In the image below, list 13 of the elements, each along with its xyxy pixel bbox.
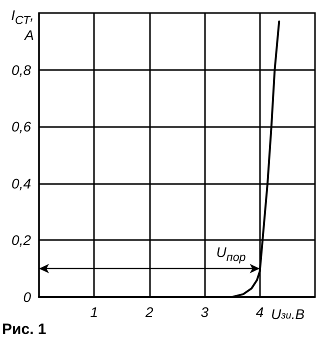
x-tick-label: 2 <box>144 304 154 320</box>
y-tick-label: 0,8 <box>12 62 32 78</box>
y-tick-label: 0 <box>23 289 32 305</box>
x-tick-label: 4 <box>256 304 264 320</box>
annotation: U$_{пор}$ <box>216 244 246 265</box>
y-tick-label: 0,2 <box>12 232 32 248</box>
y-axis-title: I$_{СТ}$, А <box>11 7 34 43</box>
x-axis-title: Uзи.В <box>271 306 305 322</box>
y-tick-label: 0,4 <box>12 175 32 192</box>
text: Рис. 1 <box>2 321 46 338</box>
y-tick-label: 0,6 <box>12 118 32 135</box>
x-tick-label: 1 <box>90 304 98 320</box>
x-tick-label: 3 <box>200 304 209 320</box>
